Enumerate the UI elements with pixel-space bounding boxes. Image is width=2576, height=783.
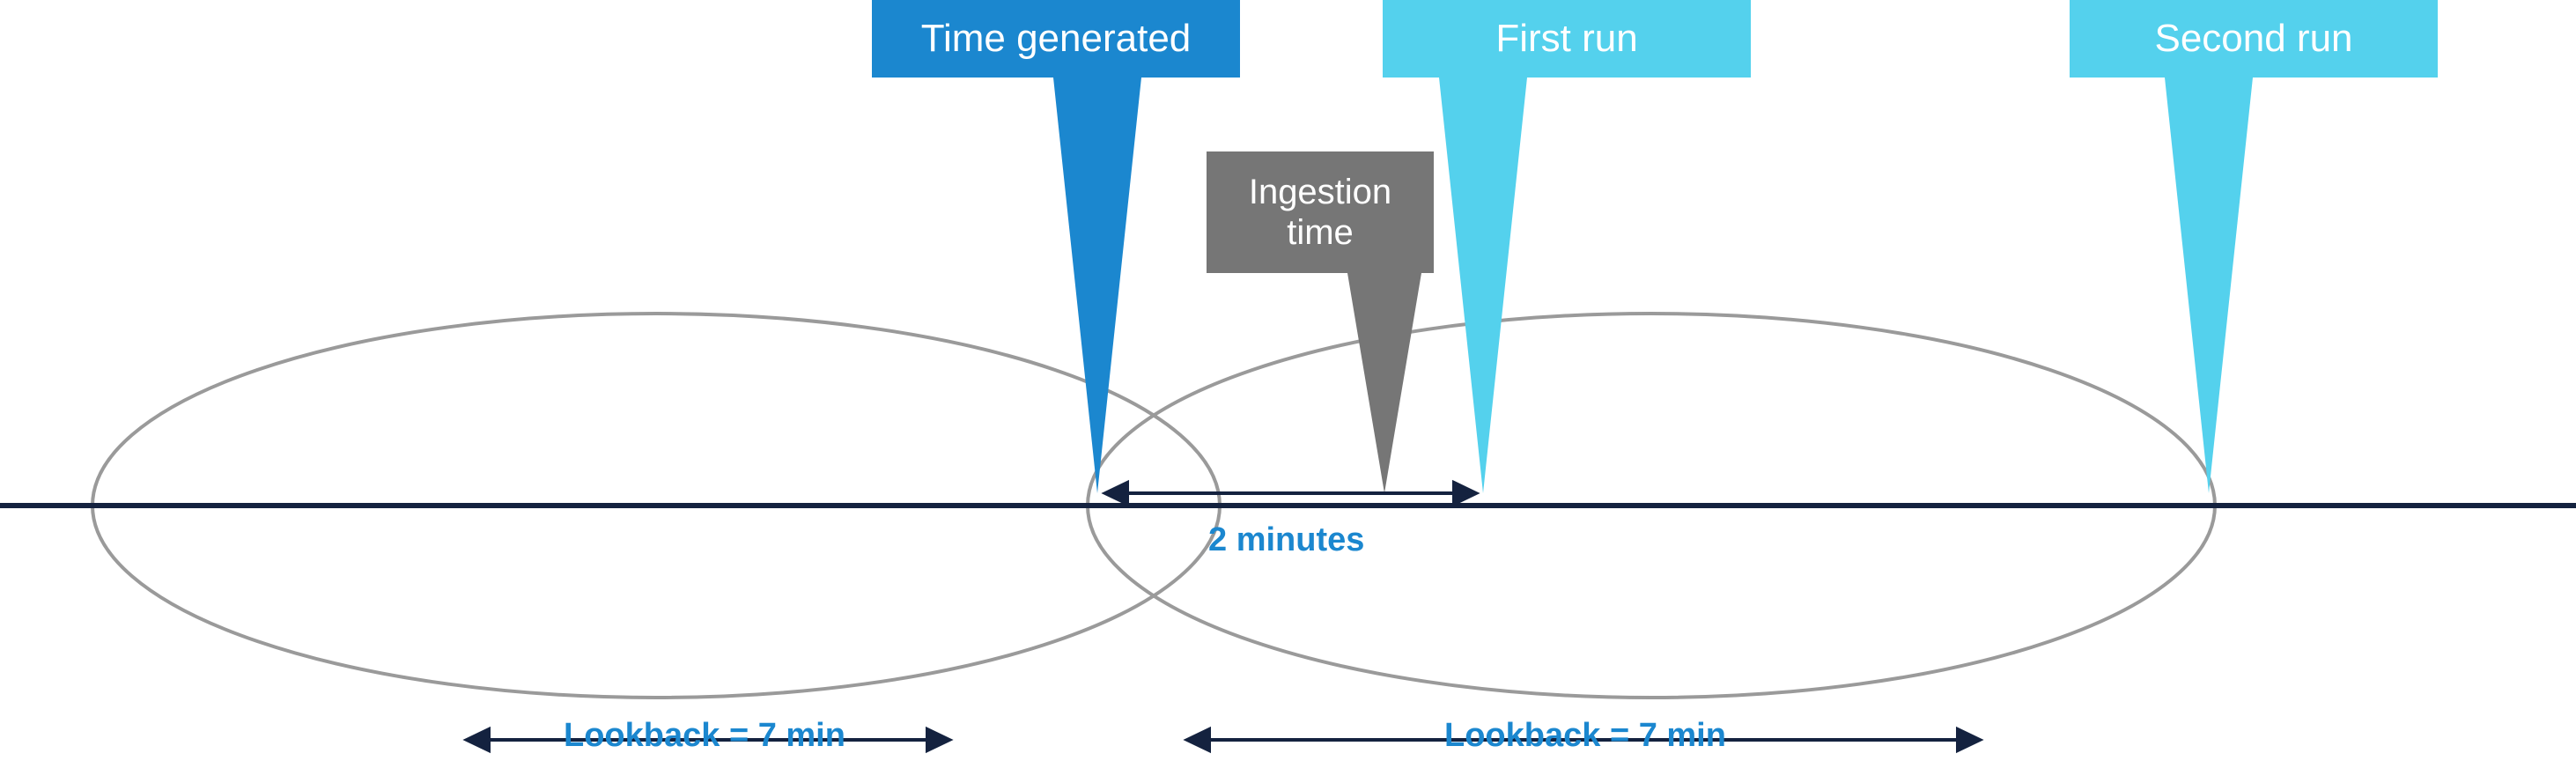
- timeline-diagram: Time generated First run Second run Inge…: [0, 0, 2576, 783]
- ingestion-time-label-line2: time: [1287, 212, 1354, 253]
- lookback-right-label: Lookback = 7 min: [1444, 717, 1726, 755]
- overlap-span-arrow: [1105, 483, 1476, 504]
- second-run-callout: Second run: [2070, 0, 2438, 78]
- overlap-label: 2 minutes: [1208, 521, 1364, 559]
- time-generated-pointer: [1053, 78, 1141, 493]
- ingestion-time-label-line1: Ingestion: [1249, 172, 1391, 212]
- second-run-pointer: [2165, 78, 2253, 493]
- time-generated-callout: Time generated: [872, 0, 1240, 78]
- diagram-svg: [0, 0, 2576, 783]
- lookback-left-label: Lookback = 7 min: [564, 717, 845, 755]
- first-run-callout: First run: [1383, 0, 1751, 78]
- second-run-label: Second run: [2154, 17, 2352, 62]
- ingestion-time-pointer: [1347, 273, 1421, 493]
- first-run-label: First run: [1495, 17, 1637, 62]
- time-generated-label: Time generated: [921, 17, 1192, 62]
- ingestion-time-callout: Ingestion time: [1207, 151, 1434, 273]
- first-run-pointer: [1439, 78, 1527, 493]
